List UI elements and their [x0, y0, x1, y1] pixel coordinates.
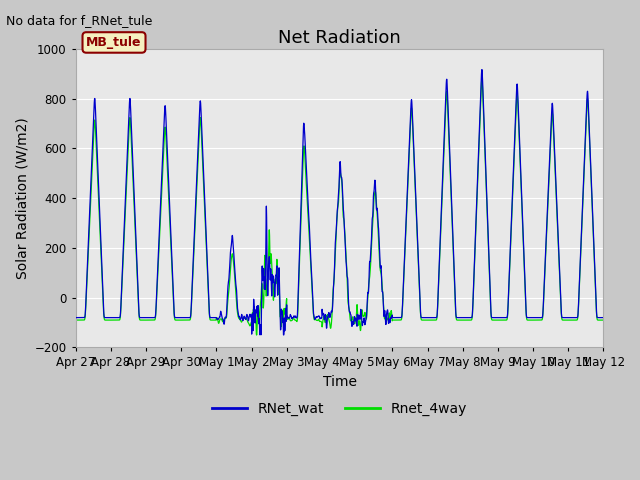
- Rnet_4way: [493, 317, 501, 323]
- RNet_wat: [280, 332, 287, 338]
- RNet_wat: [568, 315, 576, 321]
- RNet_wat: [72, 315, 79, 321]
- RNet_wat: [355, 312, 363, 318]
- Rnet_4way: [253, 332, 260, 338]
- Rnet_4way: [478, 77, 486, 83]
- Line: RNet_wat: RNet_wat: [76, 70, 604, 335]
- Rnet_4way: [219, 319, 227, 324]
- Text: MB_tule: MB_tule: [86, 36, 142, 49]
- RNet_wat: [367, 258, 374, 264]
- Rnet_4way: [355, 320, 363, 326]
- Y-axis label: Solar Radiation (W/m2): Solar Radiation (W/m2): [15, 117, 29, 279]
- X-axis label: Time: Time: [323, 375, 356, 389]
- Rnet_4way: [600, 317, 607, 323]
- RNet_wat: [493, 315, 501, 321]
- RNet_wat: [219, 316, 227, 322]
- Text: No data for f_RNet_tule: No data for f_RNet_tule: [6, 14, 153, 27]
- Rnet_4way: [554, 218, 561, 224]
- RNet_wat: [478, 67, 486, 72]
- Line: Rnet_4way: Rnet_4way: [76, 80, 604, 335]
- Legend: RNet_wat, Rnet_4way: RNet_wat, Rnet_4way: [206, 396, 473, 421]
- Rnet_4way: [568, 317, 576, 323]
- Title: Net Radiation: Net Radiation: [278, 29, 401, 48]
- Rnet_4way: [367, 267, 374, 273]
- Rnet_4way: [72, 317, 79, 323]
- RNet_wat: [554, 213, 561, 219]
- RNet_wat: [600, 315, 607, 321]
